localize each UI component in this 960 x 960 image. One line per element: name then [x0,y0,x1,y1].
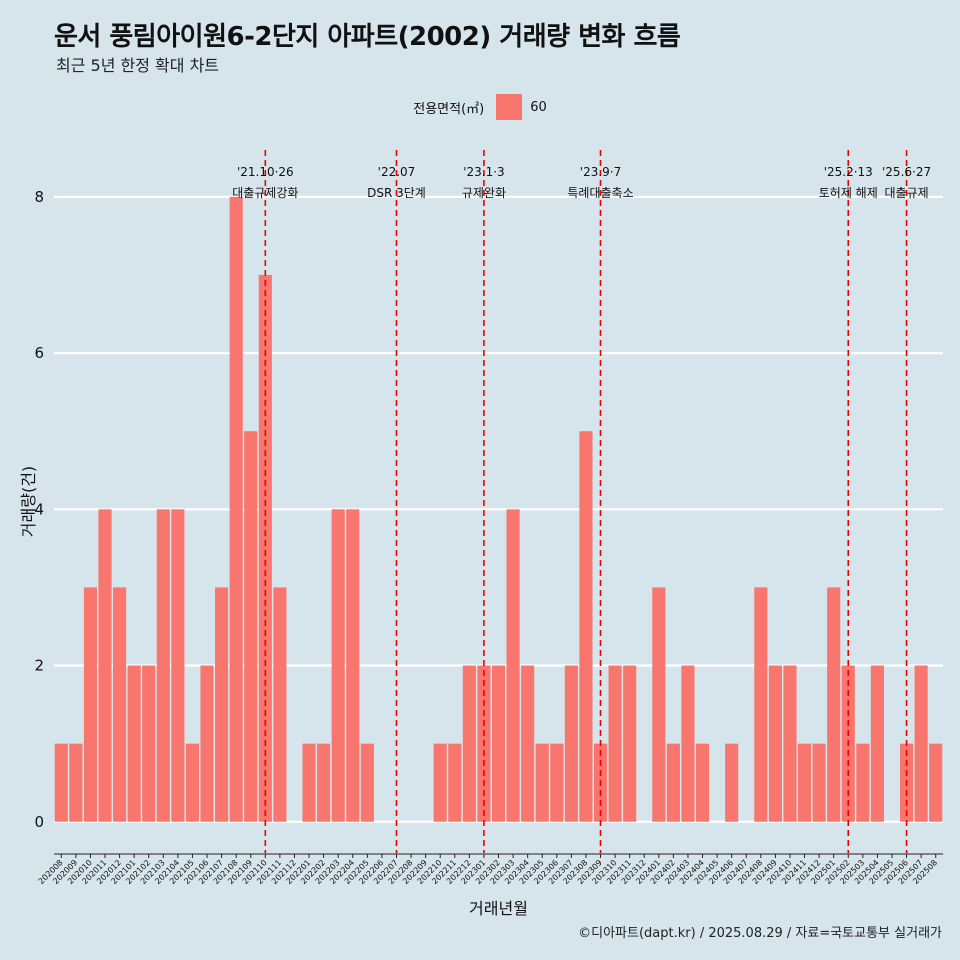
bar [346,509,360,822]
bar [302,743,316,822]
legend: 전용면적(㎡) 60 [0,94,960,120]
bar [506,509,520,822]
event-name-label: 대출규제강화 [232,186,298,200]
event-name-label: DSR 3단계 [367,186,426,200]
bar [608,665,622,822]
bar [171,509,185,822]
x-axis-title: 거래년월 [469,899,528,918]
bar [200,665,214,822]
bar [579,431,593,822]
event-date-label: '25.2·13 [824,165,873,179]
event-name-label: 특례대출축소 [567,186,633,200]
event-name-label: 토허제 해제 [819,186,878,200]
bar [623,665,637,822]
event-date-label: '23.9·7 [580,165,621,179]
bar [914,665,928,822]
bar [331,509,345,822]
bar [98,509,112,822]
bar [797,743,812,822]
event-date-label: '25.6·27 [882,165,931,179]
legend-swatch [496,94,523,120]
chart-subtitle: 최근 5년 한정 확대 차트 [56,56,220,75]
bar [258,274,272,822]
bar [491,665,506,822]
bar [127,665,141,822]
bar [229,196,243,822]
y-tick-label: 0 [34,813,44,831]
bar [681,665,695,822]
bar [462,665,476,822]
bar [550,743,564,822]
bar [83,587,97,822]
bar [273,587,287,822]
y-axis-title: 거래량(건) [19,466,38,537]
legend-title: 전용면적(㎡) [413,101,485,117]
event-name-label: 대출규제 [884,186,928,200]
chart-caption: ©디아파트(dapt.kr) / 2025.08.29 / 자료=국토교통부 실… [578,926,942,941]
bar [185,743,200,822]
bar [812,743,826,822]
bar [215,587,229,822]
legend-entry-label: 60 [530,99,547,115]
bar [725,743,739,822]
y-tick-label: 2 [34,657,44,675]
bar [69,743,83,822]
bar [156,509,170,822]
bar [535,743,549,822]
bar [360,743,374,822]
bar [113,587,127,822]
bar [142,665,156,822]
bar [783,665,797,822]
bar [695,743,710,822]
bar [448,743,462,822]
bar [564,665,578,822]
bar [768,665,782,822]
bar [754,587,768,822]
y-tick-label: 6 [34,344,44,362]
event-name-label: 규제완화 [462,186,506,200]
bar [666,743,680,822]
chart-title: 운서 풍림아이원6-2단지 아파트(2002) 거래량 변화 흐름 [54,22,681,52]
bar [652,587,666,822]
bar [870,665,884,822]
bar [433,743,447,822]
bar [244,431,258,822]
event-date-label: '22.07 [378,165,416,179]
bar [54,743,68,822]
event-date-label: '23.1·3 [463,165,504,179]
bar [929,743,943,822]
event-date-label: '21.10·26 [237,165,294,179]
bar [317,743,331,822]
y-tick-label: 4 [34,500,44,518]
bar [856,743,870,822]
bar [521,665,535,822]
bar [827,587,841,822]
y-tick-label: 8 [34,188,44,206]
